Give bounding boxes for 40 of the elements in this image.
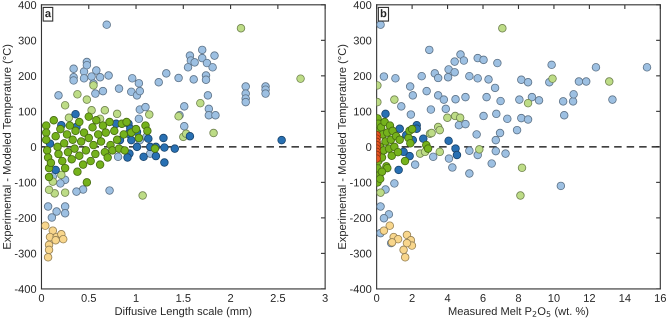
x-tick-label: 1.5 xyxy=(176,294,191,302)
y-tick-label: 100 xyxy=(18,108,36,116)
x-tick-label: 16 xyxy=(654,294,666,302)
x-axis-title: Measured Melt P$_{2}$O$_{5}$ (wt. %) xyxy=(448,306,588,318)
x-tick-label: 6 xyxy=(480,294,486,302)
x-tick-label: 4 xyxy=(444,294,450,302)
y-tick-label: 0 xyxy=(366,143,372,151)
x-tick-label: 3 xyxy=(322,294,328,302)
y-tick-label: 300 xyxy=(354,36,372,44)
y-tick-label: -300 xyxy=(14,250,36,258)
x-tick-label: 0 xyxy=(374,294,380,302)
y-tick-label: -200 xyxy=(350,214,372,222)
y-tick-label: 0 xyxy=(30,143,36,151)
y-tick-label: 100 xyxy=(354,108,372,116)
x-axis-title: Diffusive Length scale (mm) xyxy=(115,306,252,318)
x-tick-label: 14 xyxy=(620,294,631,302)
y-tick-label: -100 xyxy=(14,178,36,187)
x-tick-label: 1 xyxy=(134,294,139,302)
y-tick-label: -400 xyxy=(350,285,372,294)
annotation: a xyxy=(45,11,52,18)
x-tick-label: 2 xyxy=(410,294,415,302)
x-tick-label: 2.5 xyxy=(270,294,286,302)
y-tick-label: 400 xyxy=(18,1,36,9)
y-axis-title: Experimental - Modeled Temperature (°C) xyxy=(338,44,348,249)
x-tick-label: 0 xyxy=(38,294,44,302)
x-tick-label: 0.5 xyxy=(81,294,96,302)
y-tick-label: 300 xyxy=(18,36,36,44)
y-tick-label: 200 xyxy=(18,72,36,80)
y-tick-label: 400 xyxy=(354,1,372,9)
y-axis-title: Experimental - Modeled Temperature (°C) xyxy=(2,44,13,249)
y-tick-label: 200 xyxy=(354,72,372,80)
y-tick-label: -400 xyxy=(14,285,36,294)
y-tick-label: -100 xyxy=(350,178,372,187)
y-tick-label: -300 xyxy=(350,250,372,258)
x-tick-label: 2 xyxy=(228,294,234,302)
x-tick-label: 8 xyxy=(516,294,522,302)
x-tick-label: 10 xyxy=(548,294,560,302)
annotation: b xyxy=(380,9,386,18)
x-tick-label: 12 xyxy=(584,294,596,302)
y-tick-label: -200 xyxy=(14,214,36,222)
